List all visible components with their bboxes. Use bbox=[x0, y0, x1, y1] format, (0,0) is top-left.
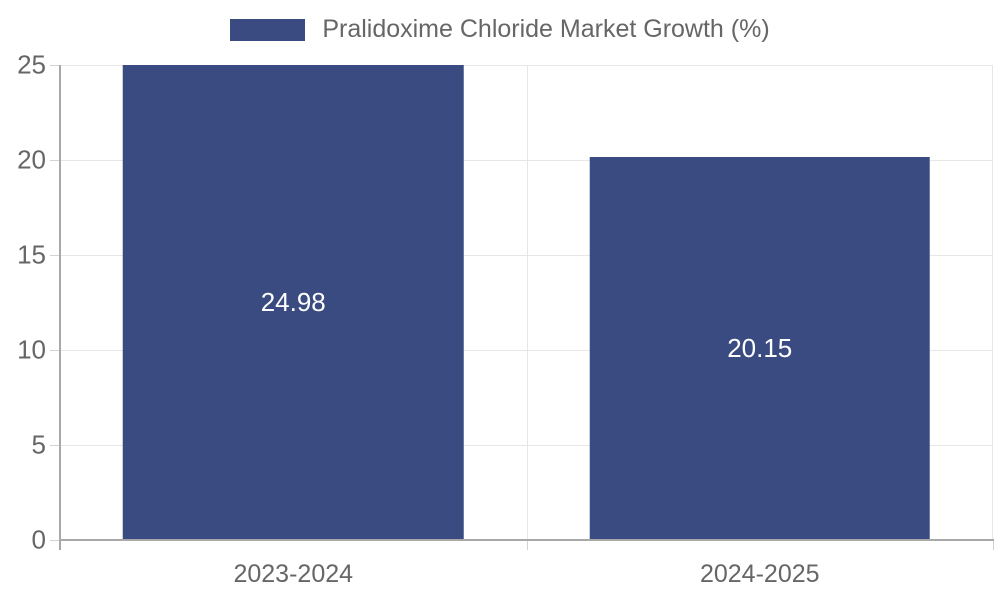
y-tick bbox=[50, 65, 60, 66]
y-tick bbox=[50, 255, 60, 256]
x-tick bbox=[993, 540, 994, 550]
y-tick bbox=[50, 445, 60, 446]
y-axis-line bbox=[59, 65, 61, 550]
plot-right-border bbox=[992, 65, 993, 540]
x-tick-label: 2024-2025 bbox=[699, 560, 820, 588]
bar-value-label: 24.98 bbox=[260, 287, 326, 318]
y-tick bbox=[50, 350, 60, 351]
v-gridline bbox=[526, 65, 528, 540]
legend-label: Pralidoxime Chloride Market Growth (%) bbox=[322, 15, 770, 43]
y-tick-label: 25 bbox=[17, 49, 46, 80]
y-tick-label: 10 bbox=[17, 334, 46, 365]
y-tick-label: 15 bbox=[17, 239, 46, 270]
x-tick bbox=[526, 540, 528, 550]
bar[interactable]: 24.98 bbox=[122, 65, 464, 540]
y-tick bbox=[50, 540, 60, 541]
legend-swatch bbox=[230, 18, 306, 41]
bar-value-label: 20.15 bbox=[727, 333, 793, 364]
y-tick bbox=[50, 160, 60, 161]
x-tick-label: 2023-2024 bbox=[233, 560, 354, 588]
y-tick-label: 20 bbox=[17, 144, 46, 175]
x-axis-line bbox=[59, 539, 994, 541]
y-tick-label: 5 bbox=[31, 429, 46, 460]
bar[interactable]: 20.15 bbox=[589, 157, 931, 540]
plot-area: 0 5 10 15 20 25 24.98 2023-2024 20.15 2024-2025 bbox=[17, 50, 994, 588]
legend-item[interactable]: Pralidoxime Chloride Market Growth (%) bbox=[0, 15, 1000, 44]
y-tick-label: 0 bbox=[31, 524, 46, 555]
